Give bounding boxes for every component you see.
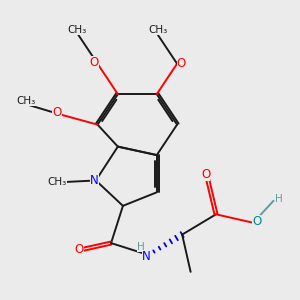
Text: O: O xyxy=(176,57,186,70)
Text: O: O xyxy=(252,214,261,228)
Text: CH₃: CH₃ xyxy=(17,96,36,106)
Text: O: O xyxy=(52,106,62,119)
Text: N: N xyxy=(90,174,98,187)
Text: N: N xyxy=(142,250,151,263)
Text: CH₃: CH₃ xyxy=(68,25,87,35)
Text: O: O xyxy=(74,243,84,256)
Text: O: O xyxy=(201,168,211,181)
Text: H: H xyxy=(275,194,283,204)
Text: CH₃: CH₃ xyxy=(47,177,67,187)
Text: CH₃: CH₃ xyxy=(149,25,168,35)
Text: H: H xyxy=(137,242,145,253)
Text: O: O xyxy=(89,56,99,68)
